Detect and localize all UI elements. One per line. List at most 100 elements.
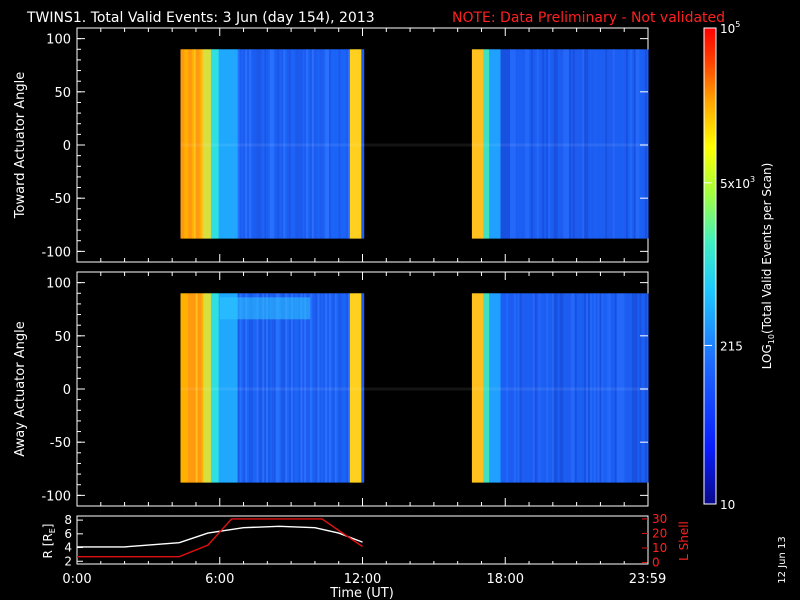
heatmap-cell bbox=[285, 49, 288, 239]
heatmap-cell bbox=[607, 49, 610, 239]
ytick-label: -50 bbox=[50, 436, 71, 451]
heatmap-cell bbox=[260, 293, 263, 483]
heatmap-cell bbox=[336, 293, 339, 483]
heatmap-cell bbox=[513, 49, 517, 239]
heatmap-cell bbox=[235, 293, 239, 483]
heatmap-cell bbox=[599, 49, 602, 239]
heatmap-cell bbox=[527, 49, 530, 239]
heatmap-cell bbox=[582, 49, 585, 239]
heatmap-cell bbox=[340, 293, 343, 483]
heatmap-cell bbox=[597, 293, 600, 483]
heatmap-cell bbox=[492, 49, 496, 239]
heatmap-cell bbox=[207, 49, 210, 239]
ytick-r-label: 6 bbox=[64, 527, 72, 541]
heatmap-cell bbox=[186, 293, 189, 483]
heatmap-cell bbox=[256, 49, 259, 239]
heatmap-cell bbox=[235, 49, 239, 239]
heatmap-cell bbox=[544, 49, 547, 239]
heatmap-cell bbox=[258, 293, 261, 483]
heatmap-cell bbox=[530, 49, 534, 239]
heatmap-cell bbox=[201, 49, 204, 239]
heatmap-cell bbox=[247, 293, 250, 483]
heatmap-cell bbox=[188, 49, 191, 239]
heatmap-cell bbox=[527, 293, 530, 483]
ytick-label: -50 bbox=[50, 192, 71, 207]
heatmap-cell bbox=[477, 293, 481, 483]
heatmap-cell bbox=[605, 293, 608, 483]
heatmap-cell bbox=[479, 293, 482, 483]
heatmap-cell bbox=[224, 49, 227, 239]
heatmap-cell bbox=[605, 49, 608, 239]
ylabel-toward: Toward Actuator Angle bbox=[13, 72, 28, 219]
heatmap-cell bbox=[285, 293, 288, 483]
heatmap-cell bbox=[325, 49, 328, 239]
heatmap-cell bbox=[348, 293, 351, 483]
heatmap-cell bbox=[567, 293, 570, 483]
heatmap-cell bbox=[228, 49, 231, 239]
heatmap-cell bbox=[290, 293, 294, 483]
colorbar-label: LOG10(Total Valid Events per Scan) bbox=[760, 163, 776, 370]
heatmap-cell bbox=[643, 293, 646, 483]
heatmap-cell bbox=[645, 293, 648, 483]
heatmap-cell bbox=[245, 49, 248, 239]
heatmap-cell bbox=[532, 293, 536, 483]
heatmap-cell bbox=[249, 293, 252, 483]
heatmap-cell bbox=[629, 49, 633, 239]
heatmap-cell bbox=[492, 293, 496, 483]
heatmap-cell bbox=[530, 293, 534, 483]
heatmap-cell bbox=[277, 49, 280, 239]
heatmap-cell bbox=[275, 49, 279, 239]
heatmap-cell bbox=[559, 49, 562, 239]
heatmap-cell bbox=[309, 49, 313, 239]
heatmap-cell bbox=[540, 293, 543, 483]
heatmap-cell bbox=[563, 293, 566, 483]
heatmap-cell bbox=[311, 49, 315, 239]
heatmap-cell bbox=[315, 293, 318, 483]
heatmap-cell bbox=[349, 49, 353, 239]
heatmap-cell bbox=[557, 293, 560, 483]
heatmap-cell bbox=[268, 49, 271, 239]
heatmap-cell bbox=[551, 49, 555, 239]
colorbar-tick-label: 5x103 bbox=[720, 175, 755, 191]
heatmap-cell bbox=[635, 49, 638, 239]
heatmap-cell bbox=[483, 293, 486, 483]
heatmap-cell bbox=[289, 293, 292, 483]
heatmap-cell bbox=[270, 293, 273, 483]
heatmap-cell bbox=[500, 293, 503, 483]
heatmap-cell bbox=[287, 49, 290, 239]
heatmap-cell bbox=[548, 293, 551, 483]
heatmap-cell bbox=[319, 49, 322, 239]
heatmap-cell bbox=[228, 293, 231, 483]
heatmap-cell bbox=[220, 49, 223, 239]
ytick-r-label: 4 bbox=[64, 541, 72, 555]
heatmap-cell bbox=[214, 293, 218, 483]
heatmap-cell bbox=[212, 293, 216, 483]
heatmap-cell bbox=[502, 49, 505, 239]
heatmap-cell bbox=[612, 293, 616, 483]
heatmap-cell bbox=[277, 293, 280, 483]
heatmap-cell bbox=[532, 49, 536, 239]
heatmap-cell bbox=[515, 293, 519, 483]
heatmap-cell bbox=[603, 49, 606, 239]
heatmap-cell bbox=[237, 293, 240, 483]
heatmap-cell bbox=[180, 49, 183, 239]
heatmap-cell bbox=[311, 293, 315, 483]
heatmap-cell bbox=[551, 293, 555, 483]
heatmap-cell bbox=[180, 293, 183, 483]
xtick-label: 0:00 bbox=[62, 572, 91, 587]
heatmap-cell bbox=[184, 293, 187, 483]
heatmap-cell bbox=[614, 49, 618, 239]
heatmap-cell bbox=[626, 49, 629, 239]
ytick-l-label: 20 bbox=[652, 526, 667, 540]
heatmap-cell bbox=[361, 49, 364, 239]
heatmap-cell bbox=[300, 293, 303, 483]
heatmap-cell bbox=[349, 293, 353, 483]
heatmap-cell bbox=[553, 293, 557, 483]
heatmap-cell bbox=[353, 49, 357, 239]
heatmap-cell bbox=[483, 49, 486, 239]
heatmap-cell bbox=[195, 293, 199, 483]
heatmap-cell bbox=[237, 49, 240, 239]
heatmap-cell bbox=[534, 293, 538, 483]
heatmap-cell bbox=[201, 293, 204, 483]
